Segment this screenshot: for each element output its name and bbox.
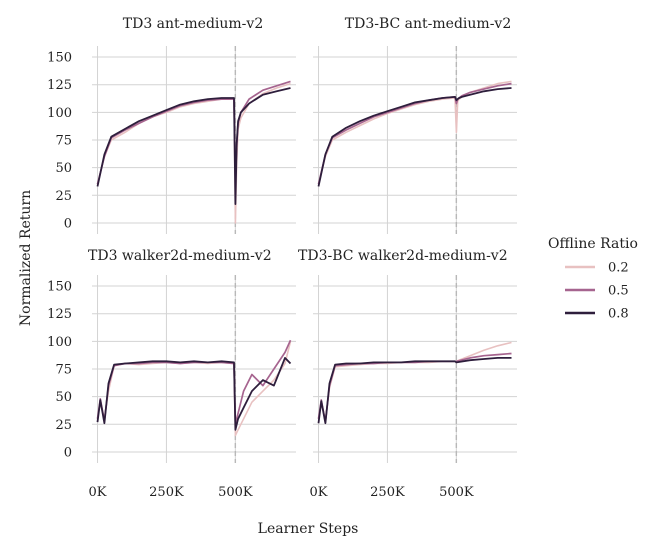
series-line-ratio-0-8	[317, 87, 512, 187]
y-tick-label: 100	[47, 335, 72, 350]
y-tick-label: 150	[47, 280, 72, 295]
legend-title: Offline Ratio	[548, 236, 638, 252]
series-line-ratio-0-2	[96, 82, 291, 224]
y-tick-label: 25	[55, 418, 72, 433]
y-tick-label: 125	[47, 307, 72, 322]
y-tick-label: 100	[47, 106, 72, 121]
y-tick-label: 150	[47, 51, 72, 66]
series-line-ratio-0-8	[317, 356, 512, 425]
panel-4: TD3-BC walker2d-medium-v2 0K 250K 500K	[298, 248, 517, 500]
y-tick-label: 25	[55, 189, 72, 204]
x-tick-label: 0K	[89, 485, 107, 500]
panel-title: TD3-BC walker2d-medium-v2	[298, 248, 508, 264]
panel-title: TD3 ant-medium-v2	[123, 16, 263, 32]
x-tick-label: 250K	[149, 485, 184, 500]
y-axis-label: Normalized Return	[18, 190, 34, 326]
legend-label: 0.5	[608, 284, 629, 299]
x-tick-label: 500K	[218, 485, 253, 500]
y-tick-label: 50	[55, 161, 72, 176]
y-tick-label: 0	[64, 445, 72, 460]
panels-group: TD3 ant-medium-v2 0 25 50 75 100 125 150 TD3-BC …	[47, 16, 517, 500]
legend: Offline Ratio 0.2 0.5 0.8	[548, 236, 638, 322]
legend-entries: 0.2 0.5 0.8	[565, 261, 629, 322]
panel-1: TD3 ant-medium-v2 0 25 50 75 100 125 150	[47, 16, 296, 234]
x-tick-label: 500K	[439, 485, 474, 500]
panel-2: TD3-BC ant-medium-v2	[313, 16, 517, 234]
panel-title: TD3 walker2d-medium-v2	[88, 248, 272, 264]
y-tick-label: 0	[64, 216, 72, 231]
x-tick-label: 250K	[370, 485, 405, 500]
legend-label: 0.2	[608, 261, 629, 276]
x-tick-label: 0K	[310, 485, 328, 500]
series-line-ratio-0-5	[96, 80, 291, 185]
series-line-ratio-0-2	[317, 80, 512, 185]
y-tick-label: 50	[55, 390, 72, 405]
series-line-ratio-0-5	[317, 82, 512, 185]
y-tick-label: 125	[47, 78, 72, 93]
panel-title: TD3-BC ant-medium-v2	[345, 16, 511, 32]
x-axis-label: Learner Steps	[258, 521, 359, 537]
y-tick-label: 75	[55, 134, 72, 149]
series-line-ratio-0-2	[96, 341, 292, 437]
legend-label: 0.8	[608, 307, 629, 322]
panel-3: TD3 walker2d-medium-v2 0 25 50 75 100 125 150 0K…	[47, 248, 296, 500]
series-line-ratio-0-8	[96, 356, 292, 431]
series-line-ratio-0-8	[96, 87, 291, 206]
series-line-ratio-0-2	[317, 341, 512, 421]
y-tick-label: 75	[55, 363, 72, 378]
